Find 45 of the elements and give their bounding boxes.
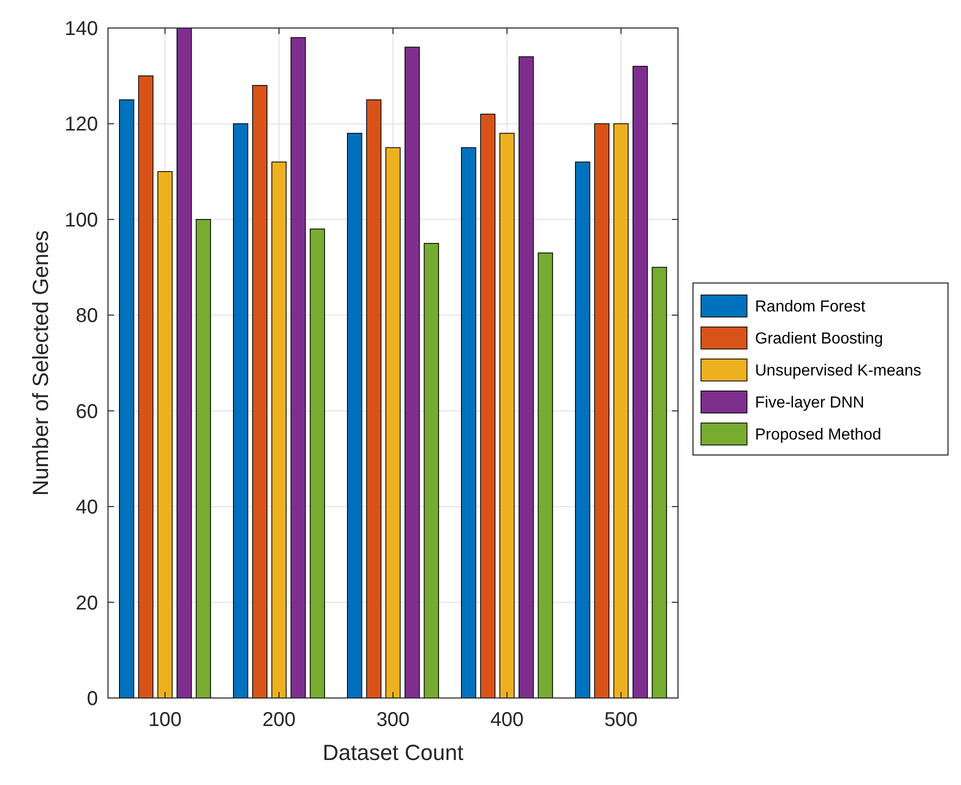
y-tick-label: 20 — [76, 592, 98, 614]
bar — [252, 85, 268, 698]
x-tick-label: 400 — [490, 709, 524, 731]
x-axis-title: Dataset Count — [322, 740, 464, 765]
legend-label: Gradient Boosting — [755, 330, 884, 348]
bar — [499, 132, 515, 698]
bar — [233, 123, 248, 698]
bar — [157, 171, 173, 698]
bar — [119, 99, 134, 698]
bar — [613, 123, 629, 698]
x-tick-label: 300 — [376, 709, 410, 731]
bar — [404, 46, 420, 698]
bar — [518, 56, 534, 698]
bar — [461, 147, 476, 698]
bar — [176, 28, 192, 698]
legend-label: Unsupervised K-means — [755, 362, 922, 380]
bar — [424, 242, 439, 698]
y-tick-label: 60 — [76, 400, 98, 423]
legend-label: Random Forest — [755, 298, 866, 316]
bar — [538, 252, 553, 698]
bar — [480, 114, 496, 698]
bar — [366, 99, 382, 698]
y-tick-label: 80 — [76, 305, 98, 328]
bar — [271, 162, 287, 698]
y-tick-label: 120 — [64, 114, 98, 136]
bar — [196, 219, 211, 698]
bar — [290, 37, 306, 698]
y-tick-label: 0 — [86, 688, 98, 710]
bar — [385, 147, 401, 698]
y-axis-title: Number of Selected Genes — [28, 230, 53, 496]
legend-label: Five-layer DNN — [755, 394, 864, 412]
y-tick-label: 40 — [76, 496, 98, 519]
bar — [347, 132, 362, 698]
legend-label: Proposed Method — [755, 426, 882, 444]
x-tick-label: 200 — [262, 709, 296, 731]
bar — [138, 75, 154, 698]
y-tick-label: 140 — [64, 18, 98, 40]
bar — [652, 266, 667, 698]
x-tick-label: 500 — [604, 709, 638, 731]
bar — [575, 162, 590, 698]
bar — [594, 123, 610, 698]
y-tick-label: 100 — [64, 209, 98, 232]
x-tick-label: 100 — [148, 709, 182, 731]
bar — [310, 228, 325, 698]
bar — [632, 66, 648, 698]
